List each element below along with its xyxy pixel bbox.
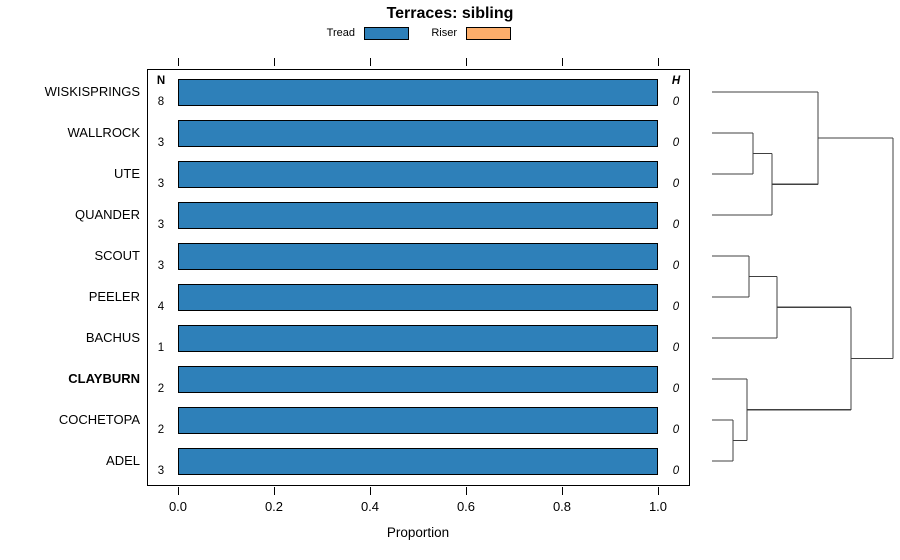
n-value: 4 (157, 301, 165, 313)
site-label: SCOUT (94, 248, 141, 263)
x-tick-label: 0.4 (360, 499, 380, 514)
bar-tread (178, 201, 658, 229)
h-value: 0 (672, 137, 680, 149)
top-tick (274, 58, 275, 66)
site-label: PEELER (88, 289, 140, 304)
h-value: 0 (672, 219, 680, 231)
legend-label: Tread (326, 27, 355, 39)
x-tick-label: 1.0 (648, 499, 668, 514)
n-value: 2 (157, 383, 165, 395)
h-value: 0 (672, 383, 680, 395)
h-value: 0 (672, 465, 680, 477)
bar-tread (178, 324, 658, 352)
legend-swatch-riser (466, 27, 511, 40)
h-value: 0 (672, 342, 680, 354)
bottom-tick (370, 487, 371, 495)
bar-tread (178, 283, 658, 311)
site-label: CLAYBURN (68, 371, 140, 386)
top-tick (562, 58, 563, 66)
bottom-tick (466, 487, 467, 495)
x-tick-label: 0.8 (552, 499, 572, 514)
site-label: ADEL (106, 453, 140, 468)
x-tick-label: 0.2 (264, 499, 284, 514)
bar-tread (178, 406, 658, 434)
legend-label: Riser (431, 27, 457, 39)
site-label: QUANDER (74, 207, 140, 222)
h-value: 0 (672, 260, 680, 272)
h-value: 0 (672, 424, 680, 436)
n-value: 3 (157, 137, 165, 149)
n-value: 3 (157, 178, 165, 190)
site-label: BACHUS (85, 330, 140, 345)
n-value: 3 (157, 465, 165, 477)
bar-tread (178, 242, 658, 270)
site-label: UTE (114, 166, 140, 181)
site-label: WALLROCK (67, 125, 140, 140)
bar-tread (178, 119, 658, 147)
bottom-tick (178, 487, 179, 495)
bar-tread (178, 365, 658, 393)
top-tick (178, 58, 179, 66)
legend-swatch-tread (364, 27, 409, 40)
site-label: COCHETOPA (58, 412, 140, 427)
h-value: 0 (672, 96, 680, 108)
top-tick (370, 58, 371, 66)
top-tick (658, 58, 659, 66)
top-tick (466, 58, 467, 66)
bottom-tick (658, 487, 659, 495)
chart-title: Terraces: sibling (386, 5, 514, 22)
n-column-header: N (156, 75, 166, 87)
bar-tread (178, 78, 658, 106)
n-value: 3 (157, 219, 165, 231)
x-tick-label: 0.0 (168, 499, 188, 514)
bar-tread (178, 160, 658, 188)
site-label: WISKISPRINGS (44, 84, 140, 99)
n-value: 8 (157, 96, 165, 108)
bottom-tick (274, 487, 275, 495)
h-value: 0 (672, 301, 680, 313)
n-value: 2 (157, 424, 165, 436)
n-value: 3 (157, 260, 165, 272)
h-column-header: H (671, 75, 681, 87)
n-value: 1 (157, 342, 165, 354)
x-tick-label: 0.6 (456, 499, 476, 514)
h-value: 0 (672, 178, 680, 190)
x-axis-label: Proportion (386, 525, 450, 540)
bar-tread (178, 447, 658, 475)
bottom-tick (562, 487, 563, 495)
